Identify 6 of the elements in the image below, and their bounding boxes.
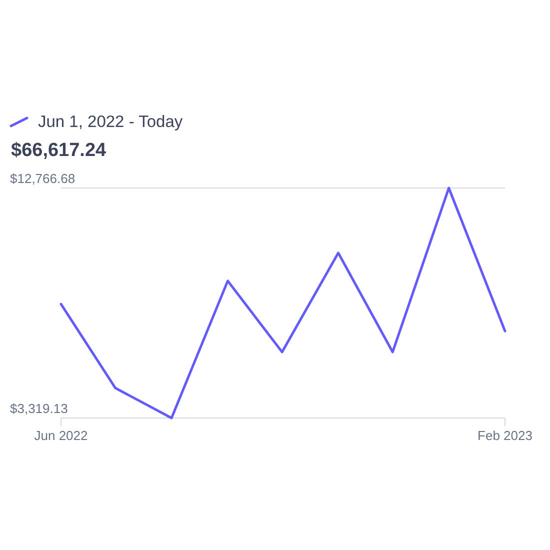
- chart-subtitle: $66,617.24: [11, 140, 107, 161]
- x-tick-label: Feb 2023: [478, 428, 532, 443]
- legend-label: Jun 1, 2022 - Today: [38, 113, 184, 131]
- x-tick-label: Jun 2022: [34, 428, 88, 443]
- y-tick-label: $3,319.13: [10, 401, 68, 416]
- y-tick-label: $12,766.68: [10, 171, 76, 186]
